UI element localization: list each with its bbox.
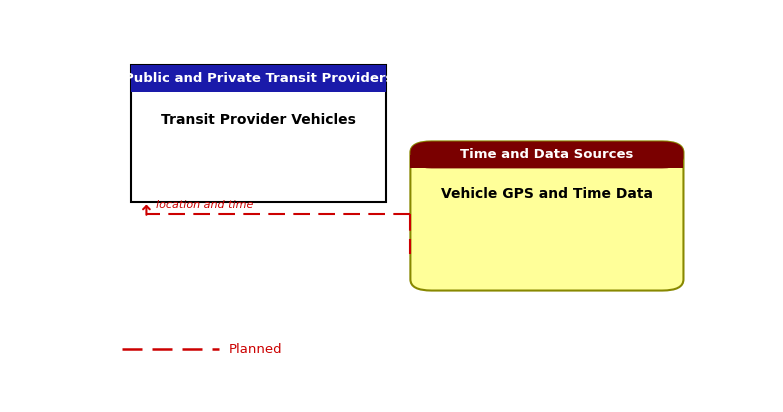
FancyBboxPatch shape bbox=[410, 141, 684, 169]
FancyBboxPatch shape bbox=[132, 66, 386, 202]
Text: Vehicle GPS and Time Data: Vehicle GPS and Time Data bbox=[441, 187, 653, 201]
Text: location and time: location and time bbox=[156, 200, 253, 210]
FancyBboxPatch shape bbox=[410, 141, 684, 290]
FancyBboxPatch shape bbox=[410, 155, 684, 169]
Text: Public and Private Transit Providers: Public and Private Transit Providers bbox=[124, 72, 393, 85]
Text: Planned: Planned bbox=[229, 343, 282, 356]
FancyBboxPatch shape bbox=[132, 66, 386, 92]
Text: Transit Provider Vehicles: Transit Provider Vehicles bbox=[161, 113, 356, 127]
Text: Time and Data Sources: Time and Data Sources bbox=[460, 148, 633, 162]
